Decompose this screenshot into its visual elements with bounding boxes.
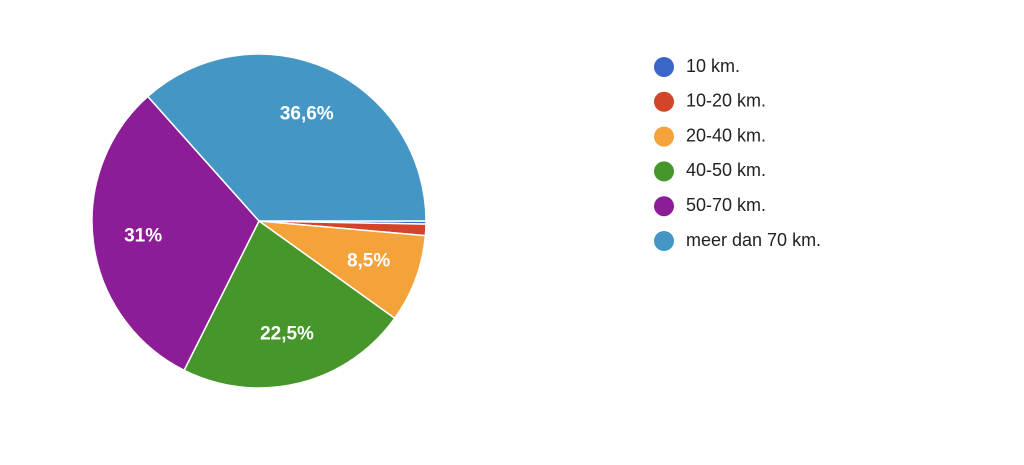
legend-label: 20-40 km. xyxy=(686,125,766,145)
legend-label: 50-70 km. xyxy=(686,195,766,215)
pie-slice xyxy=(91,95,260,372)
slice-label: 36,6% xyxy=(280,103,334,124)
legend-label: meer dan 70 km. xyxy=(686,230,821,250)
pie-slice xyxy=(146,53,427,222)
legend-swatch xyxy=(654,91,674,112)
legend-swatch xyxy=(654,57,674,77)
legend-swatch xyxy=(654,126,674,147)
slice-label: 22,5% xyxy=(260,324,314,345)
legend-swatch xyxy=(654,231,674,251)
pie-slice xyxy=(183,219,396,389)
legend-label: 10-20 km. xyxy=(686,91,766,111)
legend-label: 40-50 km. xyxy=(686,160,766,180)
pie-slice xyxy=(256,220,427,320)
legend-swatch xyxy=(654,196,674,217)
legend-swatch xyxy=(654,161,674,182)
legend-label: 10 km. xyxy=(686,56,740,76)
slice-label: 31% xyxy=(124,225,162,246)
slice-label: 8,5% xyxy=(347,251,390,272)
